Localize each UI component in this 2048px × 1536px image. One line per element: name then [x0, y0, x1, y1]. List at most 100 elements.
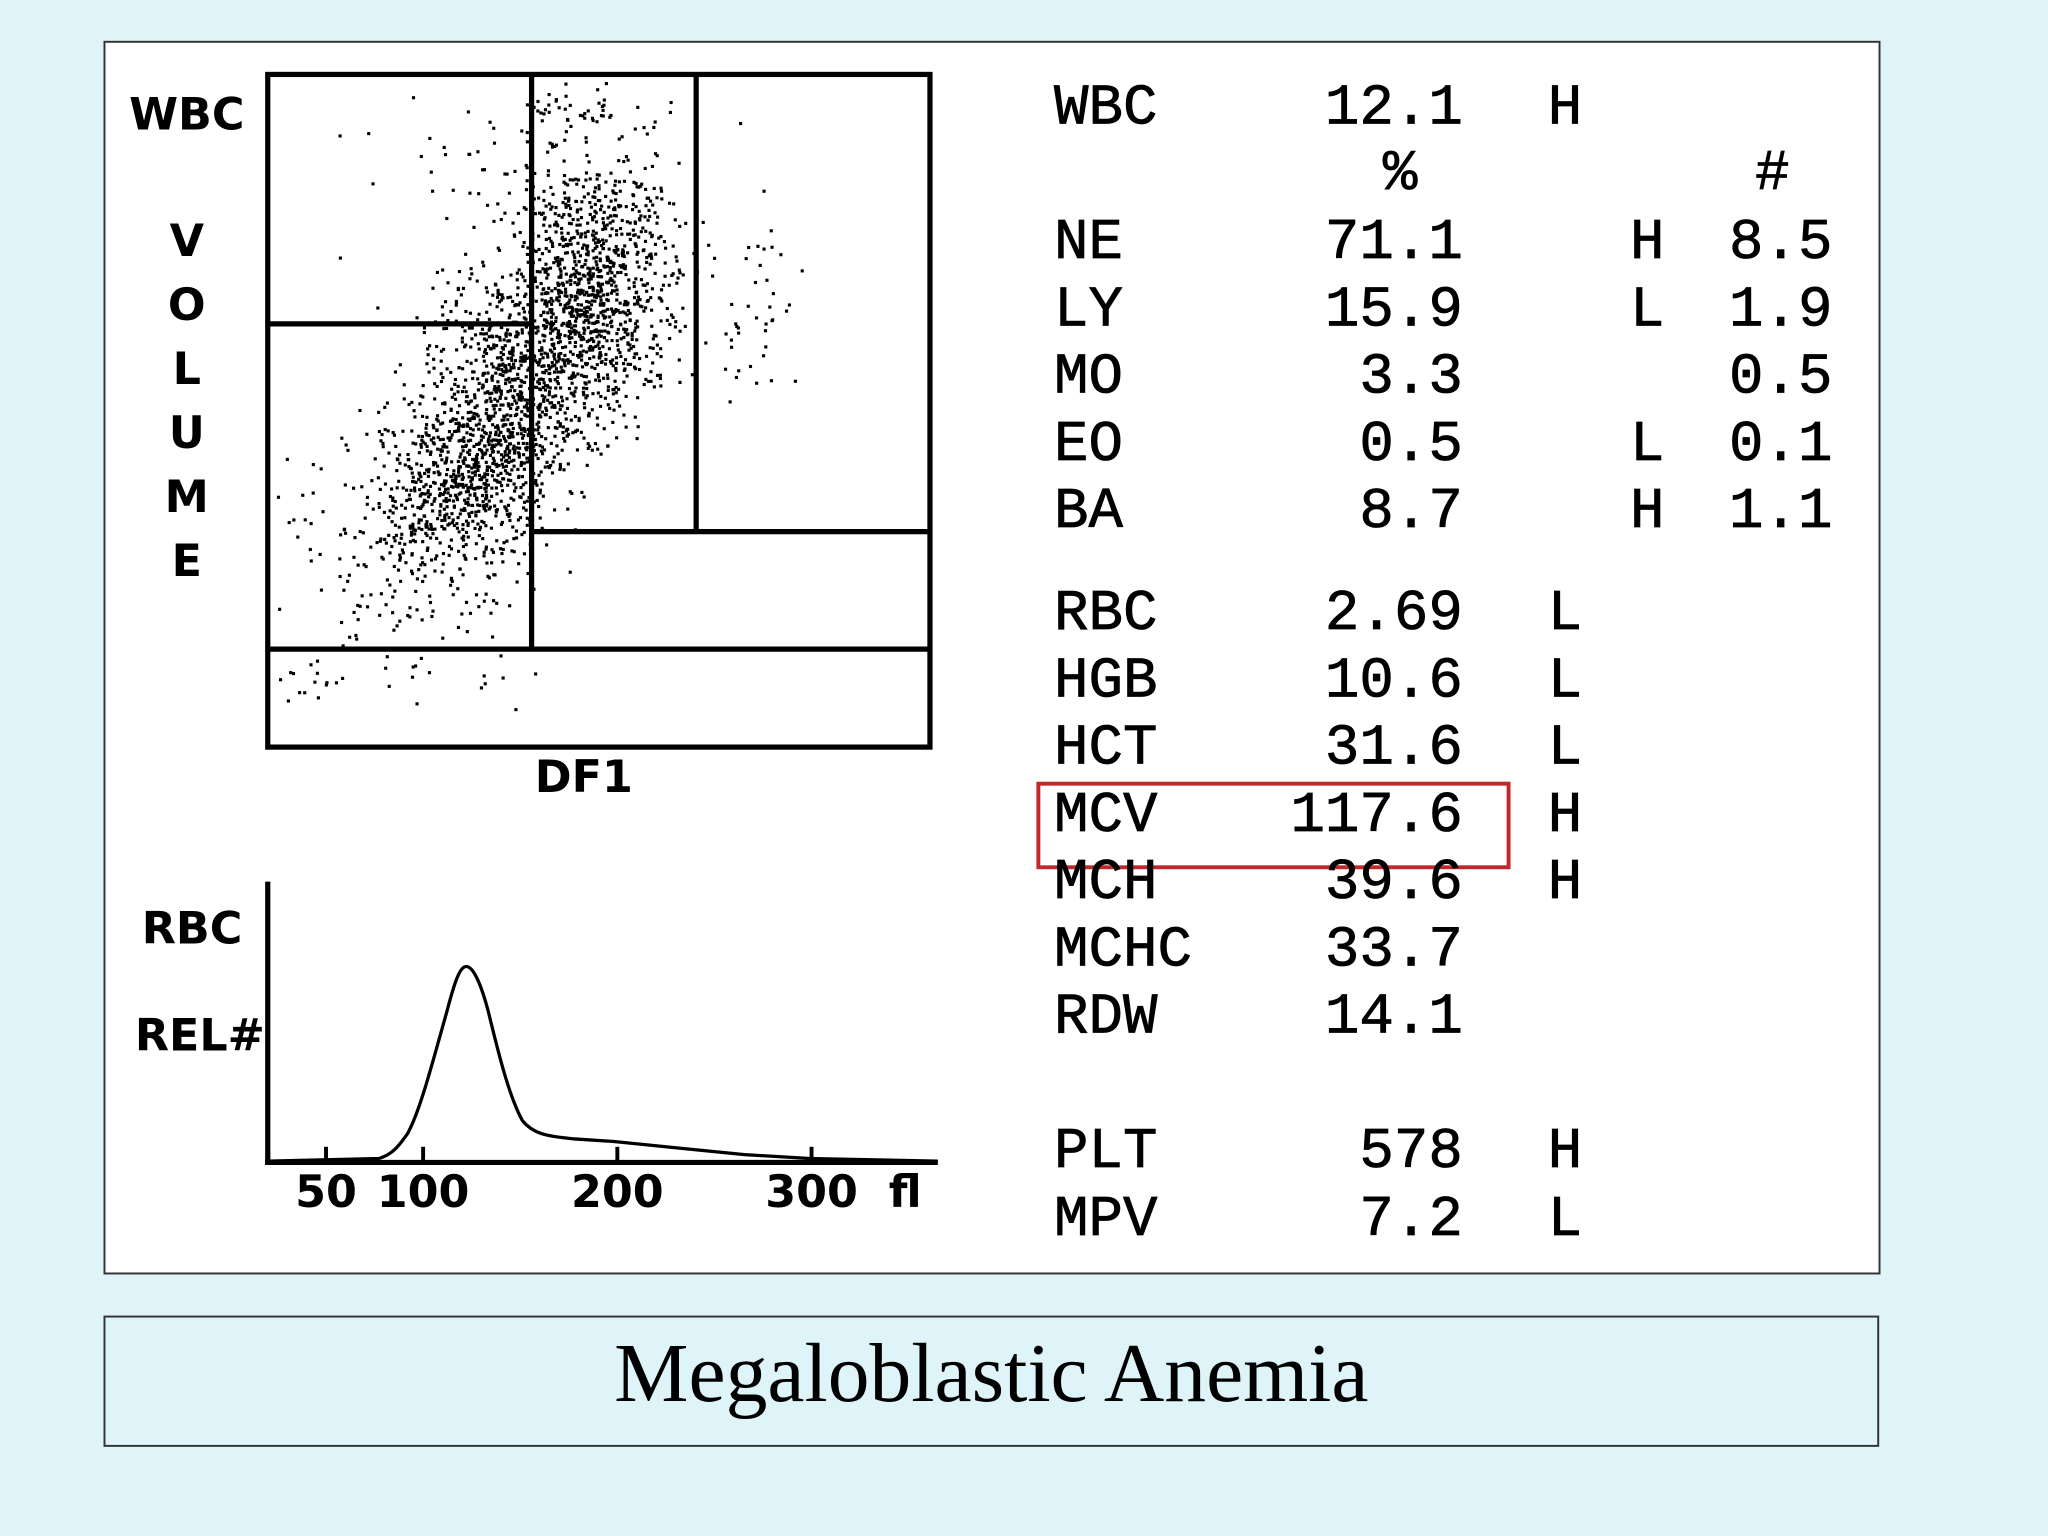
scatter-dot: [606, 298, 610, 303]
scatter-dot: [633, 415, 637, 419]
scatter-dot: [405, 488, 409, 492]
scatter-dot: [392, 564, 396, 569]
scatter-dot: [507, 451, 511, 455]
scatter-dot: [516, 405, 520, 410]
scatter-dot: [506, 444, 510, 448]
scatter-dot: [503, 450, 507, 454]
scatter-dot: [568, 350, 573, 354]
scatter-dot: [511, 221, 515, 225]
scatter-dot: [535, 360, 539, 365]
scatter-dot: [370, 479, 374, 483]
scatter-dot: [650, 324, 654, 328]
scatter-dot: [584, 375, 589, 379]
scatter-dot: [545, 301, 549, 305]
scatter-dot: [508, 604, 512, 608]
scatter-dot: [591, 392, 595, 396]
scatter-dot: [588, 348, 592, 352]
scatter-dot: [460, 612, 464, 616]
scatter-dot: [610, 319, 614, 323]
result-label: HCT: [1054, 717, 1157, 782]
scatter-dot: [678, 329, 682, 333]
scatter-dot: [423, 499, 427, 503]
scatter-dot: [438, 509, 442, 513]
scatter-dot: [477, 427, 481, 431]
scatter-dot: [442, 527, 446, 531]
scatter-dot: [556, 224, 560, 228]
scatter-dot: [514, 486, 518, 490]
scatter-dot: [360, 594, 364, 598]
scatter-dot: [484, 504, 488, 508]
scatter-dot: [597, 282, 601, 286]
scatter-dot: [664, 246, 668, 250]
scatter-dot: [561, 425, 565, 429]
scatter-dot: [488, 120, 492, 124]
scatter-dot: [615, 233, 619, 237]
scatter-dot: [490, 443, 494, 447]
scatter-dot: [394, 533, 398, 537]
scatter-dot: [495, 424, 500, 428]
scatter-dot: [523, 294, 527, 298]
scatter-dot: [559, 269, 563, 273]
scatter-dot: [576, 353, 580, 358]
scatter-dot: [441, 562, 445, 566]
scatter-dot: [441, 551, 445, 556]
scatter-dot: [450, 579, 454, 583]
scatter-dot: [524, 188, 529, 192]
scatter-dot: [572, 236, 576, 240]
scatter-dot: [460, 445, 465, 449]
scatter-dot: [485, 561, 489, 565]
scatter-dot: [407, 464, 411, 469]
scatter-dot: [576, 218, 580, 222]
scatter-dot: [364, 565, 368, 569]
scatter-dot: [493, 385, 497, 389]
scatter-dot: [584, 171, 589, 175]
scatter-dot: [513, 169, 517, 173]
scatter-dot: [455, 348, 459, 352]
scatter-dot: [490, 635, 495, 639]
scatter-dot: [573, 256, 577, 260]
scatter-dot: [419, 463, 423, 467]
scatter-dot: [642, 126, 646, 130]
scatter-dot: [440, 305, 444, 309]
scatter-dot: [501, 352, 505, 357]
scatter-dot: [589, 344, 593, 349]
scatter-dot: [428, 452, 433, 456]
scatter-dot: [473, 333, 478, 337]
scatter-dot: [505, 458, 509, 462]
scatter-dot: [516, 518, 520, 522]
scatter-dot: [568, 341, 572, 345]
scatter-dot: [504, 378, 508, 382]
scatter-dot: [552, 261, 556, 265]
scatter-dot: [417, 472, 422, 476]
scatter-dot: [464, 530, 469, 534]
scatter-dot: [601, 247, 605, 251]
scatter-dot: [582, 386, 586, 390]
scatter-dot: [579, 430, 583, 434]
scatter-dot: [442, 145, 446, 150]
scatter-dot: [489, 526, 494, 530]
scatter-dot: [485, 364, 489, 368]
scatter-dot: [522, 500, 527, 504]
scatter-dot: [442, 484, 446, 488]
scatter-dot: [620, 135, 624, 139]
scatter-dot: [581, 390, 586, 394]
scatter-dot: [575, 229, 579, 233]
scatter-dot: [460, 477, 464, 482]
scatter-dot: [616, 343, 620, 347]
scatter-dot: [473, 473, 477, 477]
scatter-dot: [499, 351, 503, 355]
scatter-dot: [385, 578, 389, 582]
scatter-dot: [621, 362, 626, 366]
scatter-dot: [589, 330, 593, 334]
scatter-dot: [482, 264, 486, 268]
scatter-dot: [505, 328, 510, 332]
scatter-dot: [499, 471, 503, 475]
scatter-dot: [558, 289, 562, 293]
scatter-dot: [519, 486, 523, 490]
scatter-dot: [468, 311, 473, 315]
scatter-dot: [499, 522, 503, 526]
scatter-dot: [632, 284, 636, 289]
scatter-dot: [388, 509, 392, 513]
scatter-dot: [583, 112, 587, 116]
